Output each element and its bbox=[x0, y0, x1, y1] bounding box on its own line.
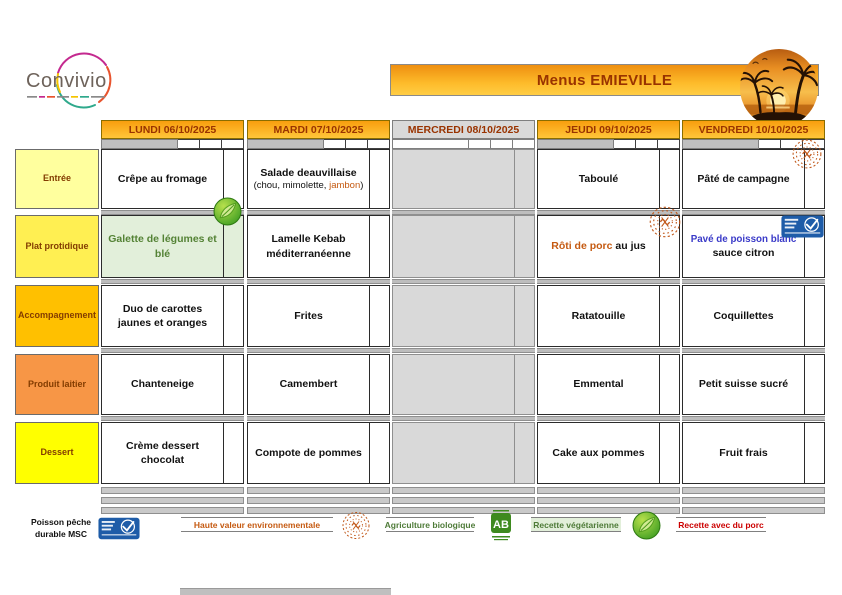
row-separator bbox=[537, 210, 680, 215]
row-separator bbox=[537, 279, 680, 284]
footer-stripe bbox=[682, 497, 825, 504]
row-separator bbox=[101, 348, 244, 353]
row-label-accompagnement: Accompagnement bbox=[15, 285, 99, 347]
footer-stripe bbox=[392, 497, 535, 504]
footer-stripe bbox=[247, 487, 390, 494]
footer-stripe bbox=[392, 507, 535, 514]
cell-jeudi-dessert: Cake aux pommes bbox=[537, 422, 680, 484]
subheader-row-vendredi bbox=[682, 139, 825, 149]
row-separator bbox=[392, 279, 535, 284]
palm-sunset-photo bbox=[739, 48, 819, 128]
cell-lundi-produit-laitier: Chanteneige bbox=[101, 354, 244, 415]
subheader-row-jeudi bbox=[537, 139, 680, 149]
row-separator bbox=[247, 416, 390, 421]
row-separator bbox=[392, 348, 535, 353]
footer-stripe bbox=[682, 487, 825, 494]
row-separator bbox=[247, 348, 390, 353]
row-separator bbox=[682, 210, 825, 215]
row-separator bbox=[682, 279, 825, 284]
convivio-logo: Convivio bbox=[26, 52, 112, 109]
row-separator bbox=[247, 279, 390, 284]
legend-hve-label: Haute valeur environnementale bbox=[181, 517, 333, 532]
cell-mardi-produit-laitier: Camembert bbox=[247, 354, 390, 415]
row-separator bbox=[537, 348, 680, 353]
pork-ingredient: jambon bbox=[329, 179, 361, 191]
row-separator bbox=[101, 210, 244, 215]
legend-bio-label: Agriculture biologique bbox=[385, 517, 475, 532]
msc-fish-icon bbox=[98, 517, 140, 540]
subheader-row-mercredi bbox=[392, 139, 535, 149]
subheader-row-mardi bbox=[247, 139, 390, 149]
row-label-plat-protidique: Plat protidique bbox=[15, 215, 99, 278]
svg-text:AB: AB bbox=[493, 519, 509, 531]
subheader-row-lundi bbox=[101, 139, 244, 149]
footer-bar bbox=[180, 588, 391, 595]
hve-stamp-icon bbox=[792, 139, 822, 169]
footer-stripe bbox=[537, 497, 680, 504]
legend-msc-label: Poisson pêche durable MSC bbox=[31, 517, 91, 540]
footer-stripe bbox=[101, 507, 244, 514]
cell-mardi-dessert: Compote de pommes bbox=[247, 422, 390, 484]
day-header-mercredi: MERCREDI 08/10/2025 bbox=[392, 120, 535, 139]
footer-stripe bbox=[101, 497, 244, 504]
cell-lundi-dessert: Crème dessert chocolat bbox=[101, 422, 244, 484]
cell-vendredi-dessert: Fruit frais bbox=[682, 422, 825, 484]
msc-fish-icon bbox=[781, 215, 824, 238]
cell-vendredi-entree: Pâté de campagne bbox=[682, 149, 825, 209]
cell-mardi-plat: Lamelle Kebab méditerranéenne bbox=[247, 215, 390, 278]
cell-vendredi-produit-laitier: Petit suisse sucré bbox=[682, 354, 825, 415]
day-header-lundi: LUNDI 06/10/2025 bbox=[101, 120, 244, 139]
legend-vegetarian-label: Recette végétarienne bbox=[531, 517, 621, 532]
cell-vendredi-accompagnement: Coquillettes bbox=[682, 285, 825, 347]
cell-mardi-entree: Salade deauvillaise (chou, mimolette, ja… bbox=[247, 149, 390, 209]
footer-stripe bbox=[537, 507, 680, 514]
row-label-produit-laitier: Produit laitier bbox=[15, 354, 99, 415]
cell-mardi-accompagnement: Frites bbox=[247, 285, 390, 347]
cell-lundi-plat: Galette de légumes et blé bbox=[101, 215, 244, 278]
cell-lundi-entree: Crêpe au fromage bbox=[101, 149, 244, 209]
footer-stripe bbox=[392, 487, 535, 494]
page-title: Menus EMIEVILLE bbox=[536, 71, 673, 89]
hve-stamp-icon bbox=[649, 206, 681, 238]
cell-mercredi-dessert bbox=[392, 422, 535, 484]
row-label-entree: Entrée bbox=[15, 149, 99, 209]
cell-jeudi-accompagnement: Ratatouille bbox=[537, 285, 680, 347]
cell-lundi-accompagnement: Duo de carottes jaunes et oranges bbox=[101, 285, 244, 347]
day-header-jeudi: JEUDI 09/10/2025 bbox=[537, 120, 680, 139]
brand-tagline-marks bbox=[27, 96, 105, 98]
day-header-vendredi: VENDREDI 10/10/2025 bbox=[682, 120, 825, 139]
ab-bio-icon: AB bbox=[491, 510, 511, 541]
footer-stripe bbox=[537, 487, 680, 494]
row-separator bbox=[682, 348, 825, 353]
brand-name-text: Convivio bbox=[26, 70, 107, 92]
row-separator bbox=[101, 416, 244, 421]
cell-mercredi-produit-laitier bbox=[392, 354, 535, 415]
row-separator bbox=[682, 416, 825, 421]
cell-mercredi-entree bbox=[392, 149, 535, 209]
footer-stripe bbox=[247, 497, 390, 504]
row-separator bbox=[537, 416, 680, 421]
footer-stripe bbox=[682, 507, 825, 514]
cell-jeudi-plat: Rôti de porc au jus bbox=[537, 215, 680, 278]
footer-stripe bbox=[247, 507, 390, 514]
fish-dish: Pavé de poisson blanc bbox=[690, 233, 797, 245]
row-separator bbox=[247, 210, 390, 215]
cell-jeudi-produit-laitier: Emmental bbox=[537, 354, 680, 415]
pork-dish: Rôti de porc bbox=[551, 240, 613, 253]
day-header-mardi: MARDI 07/10/2025 bbox=[247, 120, 390, 139]
footer-stripe bbox=[101, 487, 244, 494]
row-separator bbox=[101, 279, 244, 284]
cell-jeudi-entree: Taboulé bbox=[537, 149, 680, 209]
cell-mercredi-plat bbox=[392, 215, 535, 278]
row-separator bbox=[392, 416, 535, 421]
legend-porc-label: Recette avec du porc bbox=[676, 517, 766, 532]
cell-mercredi-accompagnement bbox=[392, 285, 535, 347]
vegetarian-icon bbox=[213, 197, 242, 226]
hve-stamp-icon bbox=[342, 512, 370, 539]
row-label-dessert: Dessert bbox=[15, 422, 99, 484]
vegetarian-icon bbox=[632, 511, 661, 540]
row-separator bbox=[392, 210, 535, 215]
